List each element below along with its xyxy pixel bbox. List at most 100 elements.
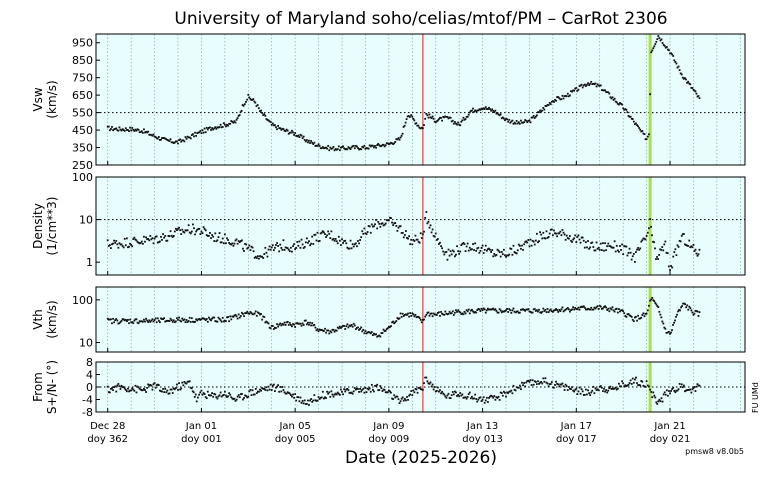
data-point: [311, 235, 314, 238]
data-point: [170, 141, 173, 144]
data-point: [515, 252, 518, 255]
data-point: [509, 247, 512, 250]
data-point: [327, 230, 330, 233]
data-point: [412, 117, 415, 120]
data-point: [266, 255, 269, 258]
data-point: [484, 106, 487, 109]
data-point: [312, 143, 315, 145]
data-point: [686, 81, 688, 84]
data-point: [318, 145, 321, 147]
data-point: [131, 387, 134, 390]
data-point: [294, 132, 297, 134]
data-point: [603, 249, 605, 252]
data-point: [330, 147, 333, 150]
data-point: [553, 101, 555, 103]
data-point: [529, 379, 532, 382]
data-point: [498, 251, 501, 254]
data-point: [630, 315, 633, 318]
data-point: [341, 390, 343, 393]
data-point: [373, 146, 375, 149]
data-point: [253, 100, 256, 103]
y-tick-label: 850: [72, 54, 93, 67]
data-point: [140, 240, 143, 243]
data-point: [666, 394, 669, 397]
data-point: [514, 311, 517, 314]
data-point: [473, 110, 475, 113]
data-point: [293, 396, 295, 399]
data-point: [176, 317, 178, 320]
data-point: [318, 240, 321, 242]
data-point: [564, 383, 567, 386]
data-point: [111, 322, 113, 325]
y-axis-label: (km/s): [45, 80, 59, 118]
data-point: [489, 108, 491, 110]
data-point: [225, 125, 227, 128]
data-point: [112, 317, 114, 320]
data-point: [336, 391, 339, 394]
data-point: [129, 318, 131, 321]
data-point: [453, 121, 456, 123]
data-point: [146, 131, 149, 134]
data-point: [406, 396, 408, 398]
data-point: [310, 242, 313, 245]
data-point: [529, 310, 532, 313]
data-point: [522, 121, 524, 124]
data-point: [288, 392, 291, 395]
data-point: [216, 239, 219, 242]
data-point: [157, 136, 160, 138]
data-point: [194, 320, 196, 323]
data-point: [525, 308, 528, 311]
data-point: [108, 318, 111, 321]
data-point: [688, 305, 691, 308]
data-point: [155, 137, 158, 140]
data-point: [193, 227, 195, 230]
data-point: [557, 96, 560, 98]
data-point: [207, 394, 210, 396]
x-tick-doy-label: doy 013: [462, 434, 503, 445]
data-point: [669, 269, 671, 271]
data-point: [305, 237, 308, 240]
data-point: [144, 240, 146, 243]
data-point: [140, 389, 143, 392]
data-point: [547, 236, 550, 238]
data-point: [311, 400, 314, 403]
data-point: [637, 125, 639, 128]
data-point: [307, 399, 309, 402]
data-point: [431, 315, 434, 318]
data-point: [588, 308, 590, 311]
data-point: [291, 250, 293, 253]
data-point: [521, 381, 523, 384]
data-point: [687, 308, 690, 311]
data-point: [492, 396, 495, 399]
data-point: [674, 391, 677, 394]
data-point: [157, 241, 160, 244]
data-point: [350, 146, 353, 149]
data-point: [560, 234, 563, 237]
data-point: [440, 311, 442, 313]
data-point: [358, 329, 360, 331]
data-point: [183, 231, 186, 234]
data-point: [655, 40, 658, 43]
data-point: [140, 320, 143, 323]
data-point: [312, 399, 315, 402]
data-point: [160, 390, 162, 393]
data-point: [530, 384, 533, 386]
data-point: [172, 234, 175, 237]
data-point: [316, 144, 319, 147]
data-point: [211, 127, 213, 129]
data-point: [298, 400, 301, 403]
data-point: [640, 380, 643, 382]
data-point: [286, 247, 289, 250]
data-point: [111, 243, 113, 246]
data-point: [516, 122, 519, 125]
data-point: [445, 250, 448, 253]
data-point: [458, 252, 461, 255]
data-point: [345, 148, 348, 150]
data-point: [698, 248, 701, 251]
data-point: [472, 243, 474, 245]
data-point: [282, 323, 285, 326]
data-point: [415, 122, 418, 125]
data-point: [630, 258, 633, 261]
data-point: [255, 257, 258, 259]
data-point: [248, 96, 251, 99]
